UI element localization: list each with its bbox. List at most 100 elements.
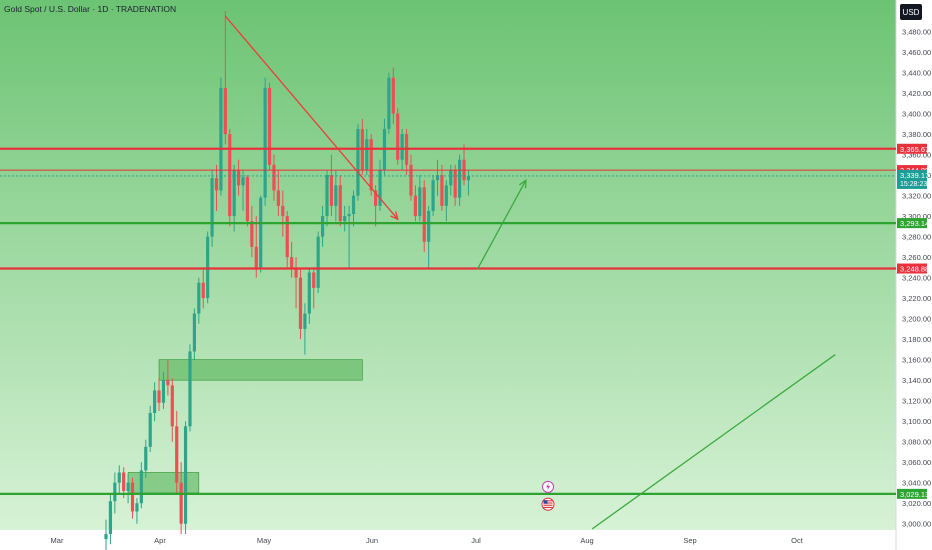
candle-body[interactable] (245, 177, 250, 222)
candle-body[interactable] (281, 205, 285, 217)
candle-body[interactable] (183, 426, 188, 524)
y-tick-label: 3,160.00 (902, 356, 931, 365)
candle-body[interactable] (409, 164, 413, 196)
candle-body[interactable] (369, 139, 373, 191)
candle-body[interactable] (320, 216, 325, 237)
demand-zone[interactable] (158, 359, 363, 381)
candle-body[interactable] (179, 482, 183, 524)
candle-body[interactable] (126, 482, 130, 491)
candle-body[interactable] (338, 185, 342, 222)
candle-body[interactable] (201, 282, 205, 299)
candle-body[interactable] (250, 221, 254, 247)
arrow-head (519, 178, 527, 189)
candle-body[interactable] (458, 159, 462, 198)
candle-body[interactable] (329, 175, 334, 206)
x-tick-label: Oct (791, 536, 804, 545)
candle-body[interactable] (254, 246, 258, 268)
candle-body[interactable] (206, 236, 210, 299)
candle-body[interactable] (391, 77, 395, 114)
candle-body[interactable] (259, 197, 263, 268)
candle-body[interactable] (298, 277, 303, 329)
candle-body[interactable] (351, 195, 356, 215)
candle-body[interactable] (223, 87, 227, 135)
candle-body[interactable] (307, 272, 311, 314)
candle-body[interactable] (325, 175, 329, 217)
candle-body[interactable] (378, 169, 382, 206)
trend_down-line[interactable] (224, 15, 399, 220)
candle-body[interactable] (188, 351, 192, 427)
candle-body[interactable] (422, 187, 426, 242)
candle-body[interactable] (104, 534, 108, 540)
arrow-head (390, 211, 399, 221)
candle-body[interactable] (139, 470, 143, 504)
candle-body[interactable] (285, 216, 289, 258)
currency-button[interactable]: USD (900, 4, 922, 20)
y-tick-label: 3,220.00 (902, 294, 931, 303)
candle-body[interactable] (396, 113, 400, 160)
candle-body[interactable] (122, 472, 126, 491)
candle-body[interactable] (418, 187, 422, 217)
candle-body[interactable] (440, 175, 444, 206)
candle-body[interactable] (166, 380, 170, 386)
candle-body[interactable] (113, 482, 117, 502)
us-flag-icon[interactable] (541, 497, 555, 511)
candle-body[interactable] (267, 87, 272, 165)
candle-body[interactable] (144, 446, 148, 471)
candle-body[interactable] (276, 190, 280, 206)
candle-body[interactable] (356, 128, 360, 196)
candle-body[interactable] (237, 169, 241, 186)
candle-body[interactable] (263, 87, 267, 198)
candle-body[interactable] (157, 390, 161, 403)
lightning-glyph (546, 482, 551, 491)
candle-body[interactable] (272, 164, 276, 191)
candle-body[interactable] (316, 236, 320, 288)
candle-body[interactable] (108, 501, 113, 534)
candle-body[interactable] (135, 503, 139, 512)
candle-body[interactable] (374, 190, 378, 206)
candle-body[interactable] (290, 257, 294, 270)
candle-body[interactable] (130, 482, 135, 512)
candle-body[interactable] (153, 390, 157, 413)
candle-body[interactable] (343, 216, 347, 222)
resistance-price-tag (897, 263, 927, 274)
candle-body[interactable] (148, 412, 152, 447)
candle-body[interactable] (387, 77, 391, 129)
x-tick-label: Aug (580, 536, 593, 545)
candle-body[interactable] (210, 178, 214, 237)
candle-body[interactable] (192, 313, 196, 352)
candle-body[interactable] (161, 380, 166, 403)
candle-body[interactable] (228, 134, 232, 217)
countdown-label: 15:28:23 (900, 181, 927, 188)
candle-body[interactable] (400, 134, 404, 160)
y-tick-label: 3,200.00 (902, 315, 931, 324)
demand-zone[interactable] (127, 472, 200, 494)
candle-body[interactable] (365, 139, 369, 170)
candle-body[interactable] (175, 426, 179, 483)
candle-body[interactable] (427, 210, 431, 242)
candle-body[interactable] (449, 169, 453, 186)
candle-body[interactable] (312, 272, 316, 288)
support-price-label: 3,029.13 (900, 490, 929, 499)
trend_up-line[interactable] (591, 354, 836, 530)
candle-body[interactable] (170, 385, 174, 427)
candle-body[interactable] (413, 195, 417, 217)
candle-body[interactable] (214, 178, 219, 191)
candle-body[interactable] (435, 175, 440, 181)
candle-body[interactable] (117, 472, 121, 483)
trend_up-line[interactable] (476, 179, 527, 270)
candle-body[interactable] (303, 313, 307, 329)
candle-body[interactable] (232, 169, 236, 217)
candle-body[interactable] (241, 177, 245, 186)
candle-body[interactable] (219, 87, 223, 191)
candle-body[interactable] (347, 214, 351, 217)
candle-body[interactable] (294, 269, 298, 278)
candle-body[interactable] (334, 185, 338, 206)
candle-body[interactable] (431, 180, 435, 211)
candle-body[interactable] (444, 185, 448, 206)
candle-body[interactable] (197, 282, 201, 314)
candle-body[interactable] (453, 169, 457, 198)
candle-body[interactable] (466, 176, 471, 181)
y-tick-label: 3,180.00 (902, 335, 931, 344)
